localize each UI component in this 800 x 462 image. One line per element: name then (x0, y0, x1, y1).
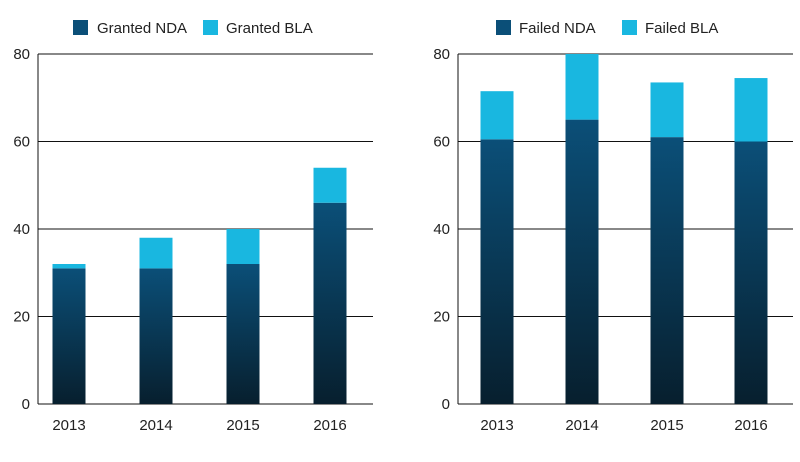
y-tick-label: 20 (433, 309, 450, 326)
y-tick-label: 80 (13, 46, 30, 63)
x-tick-label: 2016 (734, 417, 767, 434)
legend-label-failed-bla: Failed BLA (645, 20, 718, 37)
bar-failed-bla-2013 (480, 91, 514, 140)
legend: Granted NDA Granted BLA (73, 20, 313, 37)
legend-label-granted-bla: Granted BLA (226, 20, 313, 37)
bar-granted-bla-2014 (139, 237, 173, 269)
y-axis-ticks: 0 20 40 60 80 (433, 46, 450, 413)
x-axis-ticks: 2013 2014 2015 2016 (480, 417, 767, 434)
legend-label-failed-nda: Failed NDA (519, 20, 596, 37)
y-tick-label: 80 (433, 46, 450, 63)
y-tick-label: 60 (433, 134, 450, 151)
x-axis-ticks: 2013 2014 2015 2016 (52, 417, 346, 434)
bar-failed-nda-2015 (650, 137, 684, 404)
legend: Failed NDA Failed BLA (496, 20, 718, 37)
bar-failed-nda-2016 (734, 141, 768, 404)
x-tick-label: 2016 (313, 417, 346, 434)
bar-failed-bla-2016 (734, 78, 768, 142)
y-tick-label: 20 (13, 309, 30, 326)
x-tick-label: 2015 (650, 417, 683, 434)
x-tick-label: 2013 (52, 417, 85, 434)
bar-granted-bla-2015 (226, 229, 260, 264)
bar-granted-nda-2013 (52, 268, 86, 404)
bar-granted-nda-2016 (313, 202, 347, 404)
x-tick-label: 2013 (480, 417, 513, 434)
bar-failed-bla-2014 (565, 54, 599, 120)
bar-failed-nda-2014 (565, 119, 599, 404)
y-tick-label: 60 (13, 134, 30, 151)
bars (52, 167, 347, 404)
y-axis-ticks: 0 20 40 60 80 (13, 46, 30, 413)
x-tick-label: 2014 (565, 417, 598, 434)
bar-granted-nda-2014 (139, 268, 173, 404)
bar-granted-bla-2013 (52, 264, 86, 269)
bar-failed-nda-2013 (480, 139, 514, 404)
failed-approvals-chart: Failed NDA Failed BLA 0 20 40 60 80 2013 2014… (433, 20, 793, 434)
bar-failed-bla-2015 (650, 82, 684, 138)
bars (480, 54, 768, 404)
y-tick-label: 0 (442, 396, 450, 413)
legend-label-granted-nda: Granted NDA (97, 20, 187, 37)
bar-granted-nda-2015 (226, 264, 260, 404)
y-tick-label: 40 (13, 221, 30, 238)
legend-swatch-failed-bla (622, 20, 637, 35)
bar-granted-bla-2016 (313, 167, 347, 203)
legend-swatch-granted-bla (203, 20, 218, 35)
legend-swatch-granted-nda (73, 20, 88, 35)
legend-swatch-failed-nda (496, 20, 511, 35)
x-tick-label: 2014 (139, 417, 172, 434)
y-tick-label: 40 (433, 221, 450, 238)
x-tick-label: 2015 (226, 417, 259, 434)
y-tick-label: 0 (22, 396, 30, 413)
